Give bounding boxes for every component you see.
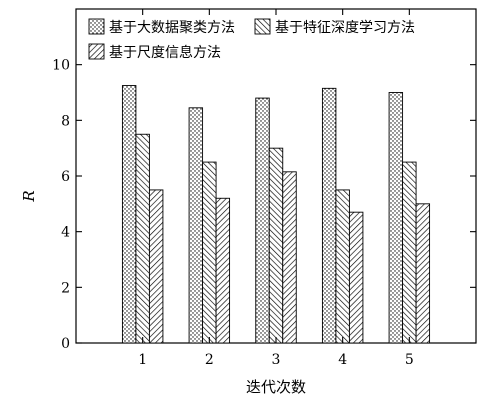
legend-swatch-1 [88, 18, 105, 35]
y-tick-label: 10 [52, 58, 70, 74]
bar-s2-c2 [202, 161, 217, 344]
legend-label-3: 基于尺度信息方法 [109, 44, 221, 61]
y-tick-label: 8 [61, 113, 70, 129]
bar-s1-c5 [388, 92, 404, 344]
y-tick-label: 2 [61, 280, 70, 296]
bar-s2-c3 [268, 147, 284, 344]
x-axis-ticks: 1 2 3 4 5 [138, 9, 414, 368]
bar-s1-c3 [255, 97, 270, 344]
bar-s1-c1 [121, 85, 137, 344]
x-tick-label: 2 [205, 352, 214, 368]
bar-s3-c4 [348, 211, 364, 344]
legend-swatch-2 [254, 18, 271, 35]
y-tick-label: 6 [61, 169, 70, 185]
y-tick-label: 4 [61, 225, 70, 241]
bar-s1-c2 [188, 107, 204, 344]
bar-s3-c2 [215, 197, 231, 344]
y-axis-ticks: 0 2 4 6 8 10 [52, 58, 476, 352]
legend-swatch-3 [88, 43, 105, 60]
x-tick-label: 5 [405, 352, 414, 368]
legend-label-1: 基于大数据聚类方法 [109, 19, 235, 36]
y-tick-label: 0 [61, 336, 70, 352]
x-tick-label: 4 [338, 352, 347, 368]
bar-s2-c4 [335, 189, 350, 344]
x-tick-label: 3 [272, 352, 281, 368]
bar-s3-c1 [148, 189, 164, 344]
bar-s2-c1 [135, 133, 150, 344]
x-tick-label: 1 [138, 352, 147, 368]
bar-s3-c5 [415, 203, 431, 344]
bars-group [121, 85, 431, 344]
bar-s2-c5 [402, 161, 417, 344]
legend-label-2: 基于特征深度学习方法 [275, 19, 415, 36]
y-axis-title: R [20, 190, 38, 202]
bar-s1-c4 [321, 87, 337, 344]
bar-s3-c3 [282, 171, 297, 344]
x-axis-title: 迭代次数 [246, 378, 306, 396]
